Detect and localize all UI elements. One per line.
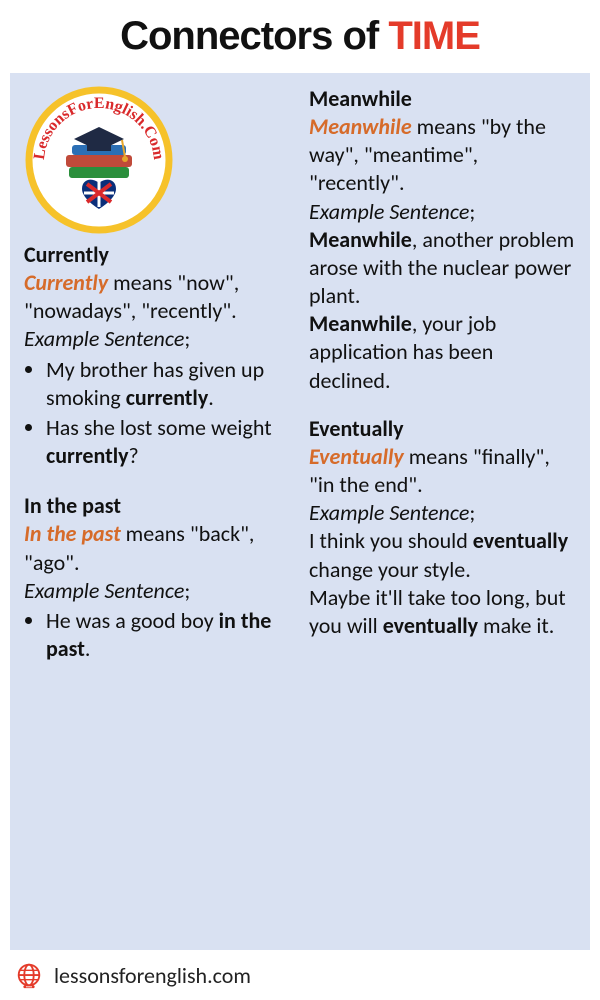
eventually-def: Eventually means "finally", "in the end"…	[309, 443, 578, 499]
eventually-head: Eventually	[309, 415, 578, 443]
eventually-ex-label: Example Sentence;	[309, 499, 578, 527]
past-ex-label: Example Sentence;	[24, 577, 293, 605]
title-accent: TIME	[388, 14, 480, 58]
footer: www lessonsforenglish.com	[0, 954, 600, 1000]
past-def: In the past means "back", "ago".	[24, 520, 293, 576]
list-item: Has she lost some weight currently?	[46, 414, 293, 470]
meanwhile-s2: Meanwhile, your job application has been…	[309, 310, 578, 394]
title-prefix: Connectors of	[120, 14, 388, 58]
list-item: He was a good boy in the past.	[46, 607, 293, 663]
list-item: My brother has given up smoking currentl…	[46, 356, 293, 412]
currently-bullets: My brother has given up smoking currentl…	[24, 356, 293, 471]
eventually-s2: Maybe it'll take too long, but you will …	[309, 584, 578, 640]
svg-text:www: www	[26, 985, 33, 989]
meanwhile-head: Meanwhile	[309, 85, 578, 113]
section-past: In the past In the past means "back", "a…	[24, 492, 293, 665]
currently-head: Currently	[24, 241, 293, 269]
currently-def: Currently means "now", "nowadays", "rece…	[24, 269, 293, 325]
left-column: LessonsForEnglish.Com	[24, 85, 293, 940]
eventually-key: Eventually	[309, 443, 404, 470]
section-currently: Currently Currently means "now", "nowada…	[24, 241, 293, 472]
past-head: In the past	[24, 492, 293, 520]
right-column: Meanwhile Meanwhile means "by the way", …	[309, 85, 578, 940]
page-title: Connectors of TIME	[0, 0, 600, 67]
eventually-s1: I think you should eventually change you…	[309, 527, 578, 583]
past-key: In the past	[24, 520, 121, 547]
meanwhile-def: Meanwhile means "by the way", "meantime"…	[309, 113, 578, 197]
currently-key: Currently	[24, 269, 108, 296]
footer-url: lessonsforenglish.com	[54, 962, 251, 989]
section-eventually: Eventually Eventually means "finally", "…	[309, 415, 578, 640]
meanwhile-ex-label: Example Sentence;	[309, 198, 578, 226]
logo-svg: LessonsForEnglish.Com	[24, 85, 174, 235]
meanwhile-key: Meanwhile	[309, 113, 412, 140]
globe-icon: www	[14, 960, 44, 990]
past-bullets: He was a good boy in the past.	[24, 607, 293, 663]
section-meanwhile: Meanwhile Meanwhile means "by the way", …	[309, 85, 578, 395]
currently-ex-label: Example Sentence;	[24, 325, 293, 353]
content-box: LessonsForEnglish.Com	[10, 73, 590, 950]
meanwhile-s1: Meanwhile, another problem arose with th…	[309, 226, 578, 310]
page: Connectors of TIME LessonsForEnglish.Com	[0, 0, 600, 1000]
site-logo: LessonsForEnglish.Com	[24, 85, 174, 235]
